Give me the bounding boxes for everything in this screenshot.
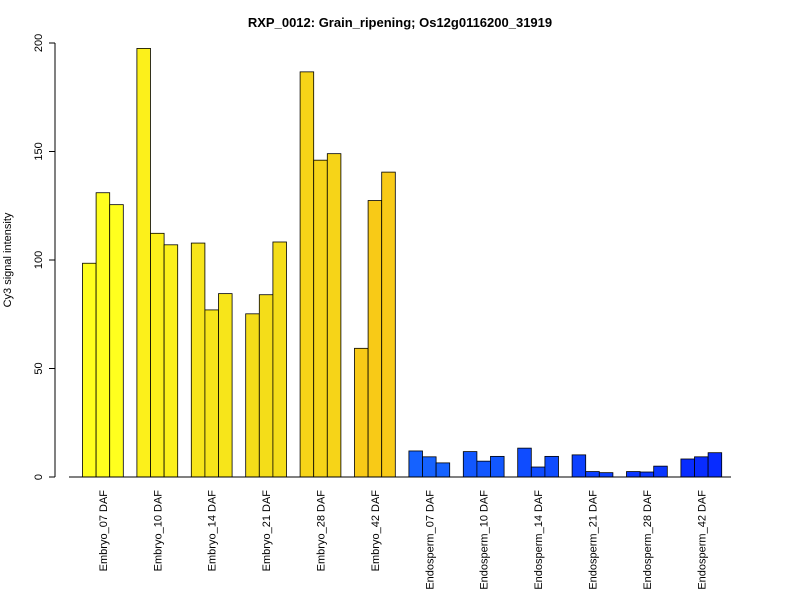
bar [694,456,709,478]
x-category-label: Embryo_07 DAF [98,490,110,572]
bar [653,465,668,478]
bar [82,262,97,478]
x-category-label: Embryo_28 DAF [316,490,328,572]
bar [95,192,111,478]
bar [163,244,179,478]
bar [530,466,546,478]
bar [422,456,437,478]
bar [245,313,260,478]
y-axis-label: Cy3 signal intensity [2,212,14,307]
bar [517,447,532,478]
x-category-label: Endosperm_07 DAF [424,490,436,590]
bar [381,171,396,478]
x-category-label: Endosperm_14 DAF [533,490,545,590]
y-tick-label: 0 [33,474,45,480]
bar [109,204,124,478]
bar [258,294,274,478]
y-tick-label: 150 [33,142,45,160]
bar [136,48,151,478]
x-category-label: Embryo_14 DAF [207,490,219,572]
bar [326,153,342,478]
x-category-label: Embryo_21 DAF [261,490,273,572]
bar [204,309,219,478]
x-category-label: Endosperm_21 DAF [588,490,600,590]
bar [299,71,315,478]
bars [82,48,723,478]
y-axis: 0 50 100 150 200 [33,34,56,480]
x-category-label: Embryo_42 DAF [370,490,382,572]
bar [272,241,287,478]
x-category-label: Endosperm_42 DAF [696,490,708,590]
chart-title: RXP_0012: Grain_ripening; Os12g0116200_3… [248,15,552,30]
x-category-label: Endosperm_10 DAF [479,490,491,590]
y-tick-label: 200 [33,34,45,52]
bar [585,471,600,478]
x-category-label: Embryo_10 DAF [152,490,164,572]
x-category-label: Endosperm_28 DAF [642,490,654,590]
bar [150,232,165,478]
bar [571,454,587,478]
bar [476,460,491,478]
bar [544,455,559,478]
bar [680,458,695,478]
bar [598,472,614,478]
bar [313,159,328,478]
y-tick-label: 50 [33,362,45,374]
bar [707,452,723,478]
y-tick-label: 100 [33,251,45,269]
bar [218,293,233,478]
category-labels: Embryo_07 DAF Embryo_10 DAF Embryo_14 DAF E… [98,490,708,590]
bar [639,471,655,478]
bar [490,455,505,478]
bar [354,347,369,478]
bar [367,200,383,478]
bar [462,451,478,478]
bar [435,462,451,478]
bar [626,471,641,478]
bar [190,242,206,478]
bar [408,450,423,478]
